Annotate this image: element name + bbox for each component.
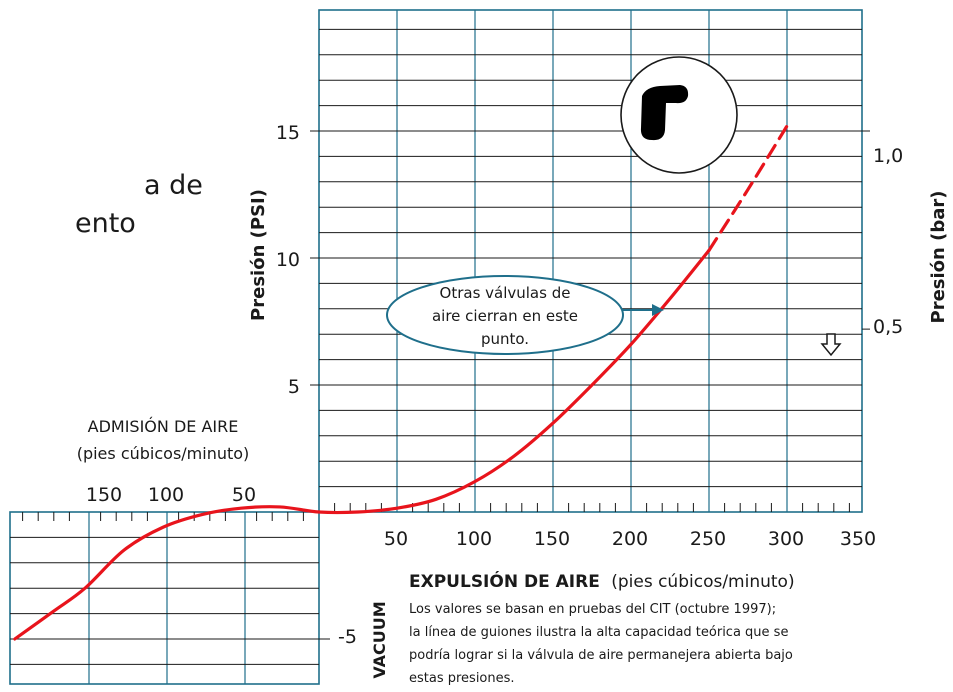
x-tick-label-350: 350 — [840, 528, 876, 550]
y-tick-label-1-0-bar: 1,0 — [873, 145, 903, 167]
x-tick-label-300: 300 — [768, 528, 804, 550]
y-tick-label-10: 10 — [276, 249, 300, 271]
exhaust-units: (pies cúbicos/minuto) — [611, 572, 794, 592]
x-tick-label-150: 150 — [534, 528, 570, 550]
x-tick-label-100: 100 — [456, 528, 492, 550]
annotation-line-1: Otras válvulas de — [440, 284, 571, 302]
y-tick-label-neg5: -5 — [338, 626, 357, 648]
y-tick-label-5: 5 — [288, 376, 300, 398]
intake-tick-label-100: 100 — [148, 484, 184, 506]
y-tick-label-0-5-bar: 0,5 — [873, 316, 903, 338]
intake-units: (pies cúbicos/minuto) — [77, 444, 250, 463]
exhaust-label-bold: EXPULSIÓN DE AIRE — [409, 570, 600, 592]
data-series — [13, 124, 789, 641]
note-line-4: estas presiones. — [409, 671, 515, 686]
x-tick-label-250: 250 — [690, 528, 726, 550]
exhaust-label: EXPULSIÓN DE AIRE (pies cúbicos/minuto) — [409, 570, 795, 592]
y-axis-label-right: Presión (bar) — [928, 191, 949, 324]
intake-tick-label-50: 50 — [232, 484, 256, 506]
annotation-bubble — [386, 275, 624, 355]
series-line-measured — [13, 248, 711, 641]
exhaust-grid-frame — [318, 9, 863, 513]
note-line-3: podría lograr si la válvula de aire perm… — [409, 648, 793, 663]
note-line-2: la línea de guiones ilustra la alta capa… — [409, 625, 788, 640]
partial-text-2: ento — [75, 208, 136, 239]
annotation-line-2: aire cierran en este — [432, 307, 578, 325]
vacuum-label: VACUUM — [370, 601, 389, 678]
note-line-1: Los valores se basan en pruebas del CIT … — [409, 602, 776, 617]
partial-text-1: a de — [144, 170, 203, 201]
x-tick-label-50: 50 — [384, 528, 408, 550]
x-tick-label-200: 200 — [612, 528, 648, 550]
annotation-arrowhead — [652, 304, 664, 316]
intake-grid-frame — [9, 511, 320, 685]
annotation-line-3: punto. — [481, 330, 529, 348]
y-tick-label-15: 15 — [276, 122, 300, 144]
intake-tick-label-150: 150 — [86, 484, 122, 506]
down-arrow-icon — [820, 333, 842, 357]
valve-icon — [640, 85, 689, 141]
series-line-theoretical — [707, 124, 789, 252]
y-axis-label-left: Presión (PSI) — [248, 189, 269, 321]
valve-icon-circle — [620, 56, 738, 174]
intake-label: ADMISIÓN DE AIRE — [88, 417, 239, 436]
